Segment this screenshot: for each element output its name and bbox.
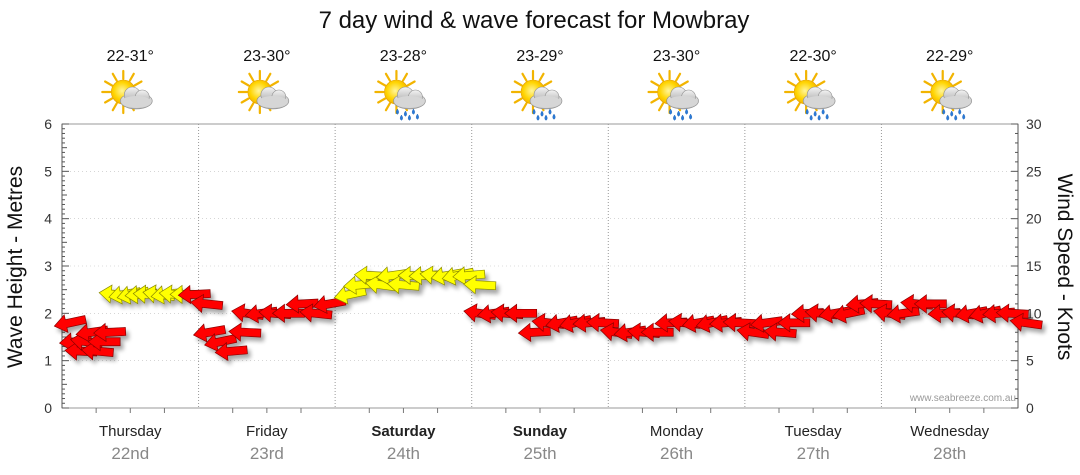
left-tick-label: 5 [44,163,52,179]
wind-arrows [53,265,1043,362]
wind-arrow [504,303,538,324]
left-tick-label: 6 [44,116,52,132]
left-tick-label: 0 [44,400,52,416]
day-date: 23rd [250,444,284,463]
wind-arrow [333,285,367,305]
left-tick-label: 1 [44,353,52,369]
temp-range: 23-29° [516,48,563,65]
sun-cloud-rain-icon [920,69,973,121]
day-name: Monday [650,423,704,440]
left-tick-label: 2 [44,305,52,321]
wind-arrow [777,313,811,333]
wind-arrow [299,303,333,323]
right-tick-label: 25 [1026,163,1042,179]
day-date: 24th [387,444,420,463]
wind-arrow [913,294,947,314]
right-tick-label: 30 [1026,116,1042,132]
right-tick-label: 15 [1026,258,1042,274]
day-labels: Thursday 22nd Friday 23rd Saturday 24th Sunday… [99,423,990,463]
day-date: 25th [523,444,556,463]
day-date: 27th [797,444,830,463]
right-tick-label: 5 [1026,353,1034,369]
sun-cloud-rain-icon [647,69,699,121]
wind-arrow [1009,312,1043,332]
sun-cloud-rain-icon [784,69,836,121]
right-tick-label: 0 [1026,400,1034,416]
wind-arrow [93,322,127,343]
right-tick-label: 10 [1026,305,1042,321]
temp-range: 23-30° [653,48,700,65]
sun-cloud-rain-icon [374,69,426,121]
right-axis: 0 5 10 15 20 25 30 [1011,116,1042,416]
left-tick-label: 4 [44,211,52,227]
temp-range: 23-28° [380,48,427,65]
temp-range: 22-30° [789,48,836,65]
day-name: Wednesday [910,423,989,440]
wind-arrow [763,322,797,342]
day-date: 28th [933,444,966,463]
day-date: 22nd [111,444,149,463]
day-name: Sunday [513,423,568,440]
sun-cloud-rain-icon [510,69,563,121]
sun-cloud-icon [101,69,153,115]
grid [61,123,1019,409]
wind-arrow [190,293,224,314]
left-tick-label: 3 [44,258,52,274]
wind-arrow [640,322,674,342]
temp-range: 22-31° [107,48,154,65]
day-name: Thursday [99,423,162,440]
wind-arrow [53,314,87,334]
day-name: Tuesday [785,423,842,440]
y-axis-left-title: Wave Height - Metres [4,166,27,368]
temp-range: 23-30° [243,48,290,65]
daily-weather: 22-31° 23-30° 23-28° 23-29° 23-30° 22-30° 22-2… [101,48,973,121]
chart-title: 7 day wind & wave forecast for Mowbray [319,7,750,34]
wind-arrow [463,275,497,295]
wind-arrow [214,341,248,362]
day-date: 26th [660,444,693,463]
sun-cloud-icon [237,69,290,115]
day-name: Saturday [371,423,436,440]
left-axis: 0 1 2 3 4 5 6 [44,116,985,416]
wind-arrow [177,284,211,305]
y-axis-right-title: Wind Speed - Knots [1053,174,1076,361]
right-tick-label: 20 [1026,211,1042,227]
credit-label: www.seabreeze.com.au [909,393,1016,404]
temp-range: 22-29° [926,48,973,65]
wind-arrow [192,323,227,343]
wind-arrow [228,322,262,342]
day-name: Friday [246,423,288,440]
